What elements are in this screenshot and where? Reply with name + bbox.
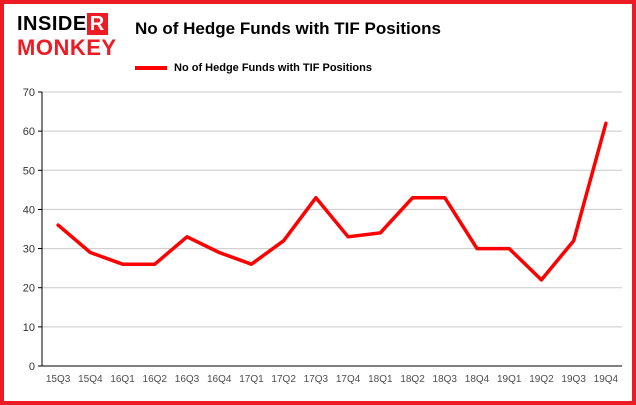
chart-legend: No of Hedge Funds with TIF Positions bbox=[135, 62, 372, 74]
chart-title: No of Hedge Funds with TIF Positions bbox=[135, 19, 441, 38]
y-tick-label: 50 bbox=[23, 165, 35, 177]
y-tick-label: 10 bbox=[23, 322, 35, 334]
y-tick-label: 0 bbox=[29, 361, 35, 373]
logo-insider-prefix: INSIDE bbox=[17, 13, 87, 35]
x-tick-label: 19Q3 bbox=[561, 374, 586, 385]
logo-insider-suffix-redbox: R bbox=[86, 13, 108, 35]
x-tick-label: 19Q4 bbox=[594, 374, 619, 385]
x-tick-label: 18Q3 bbox=[433, 374, 458, 385]
x-tick-label: 18Q4 bbox=[465, 374, 490, 385]
x-tick-label: 16Q3 bbox=[175, 374, 200, 385]
insider-monkey-logo: INSIDE R MONKEY bbox=[17, 13, 117, 60]
x-tick-label: 16Q1 bbox=[110, 374, 135, 385]
x-tick-label: 18Q1 bbox=[368, 374, 393, 385]
x-tick-label: 15Q3 bbox=[46, 374, 71, 385]
x-tick-label: 17Q2 bbox=[271, 374, 296, 385]
series-line bbox=[56, 121, 608, 282]
y-tick-label: 30 bbox=[23, 244, 35, 256]
legend-series-label: No of Hedge Funds with TIF Positions bbox=[174, 62, 372, 74]
x-tick-label: 16Q2 bbox=[143, 374, 168, 385]
logo-word-insider: INSIDE R bbox=[17, 13, 117, 35]
logo-word-monkey: MONKEY bbox=[17, 35, 117, 60]
y-tick-label: 60 bbox=[23, 126, 35, 138]
line-chart-svg: 0 10 20 30 40 50 60 70 15Q3 15Q4 16Q1 16Q2 16Q3 16Q4 1… bbox=[23, 87, 622, 385]
x-tick-label: 17Q1 bbox=[239, 374, 264, 385]
x-tick-label: 18Q2 bbox=[400, 374, 425, 385]
y-tick-label: 40 bbox=[23, 204, 35, 216]
legend-line-swatch bbox=[135, 66, 167, 70]
y-tick-label: 70 bbox=[23, 87, 35, 99]
x-tick-label: 17Q3 bbox=[304, 374, 329, 385]
y-tick-label: 20 bbox=[23, 283, 35, 295]
x-tick-label: 19Q1 bbox=[497, 374, 522, 385]
x-tick-label: 16Q4 bbox=[207, 374, 232, 385]
chart-plot-area: 0 10 20 30 40 50 60 70 15Q3 15Q4 16Q1 16Q2 16Q3 16Q4 1… bbox=[12, 84, 630, 401]
x-tick-label: 15Q4 bbox=[78, 374, 103, 385]
x-tick-label: 17Q4 bbox=[336, 374, 361, 385]
x-tick-label: 19Q2 bbox=[529, 374, 554, 385]
